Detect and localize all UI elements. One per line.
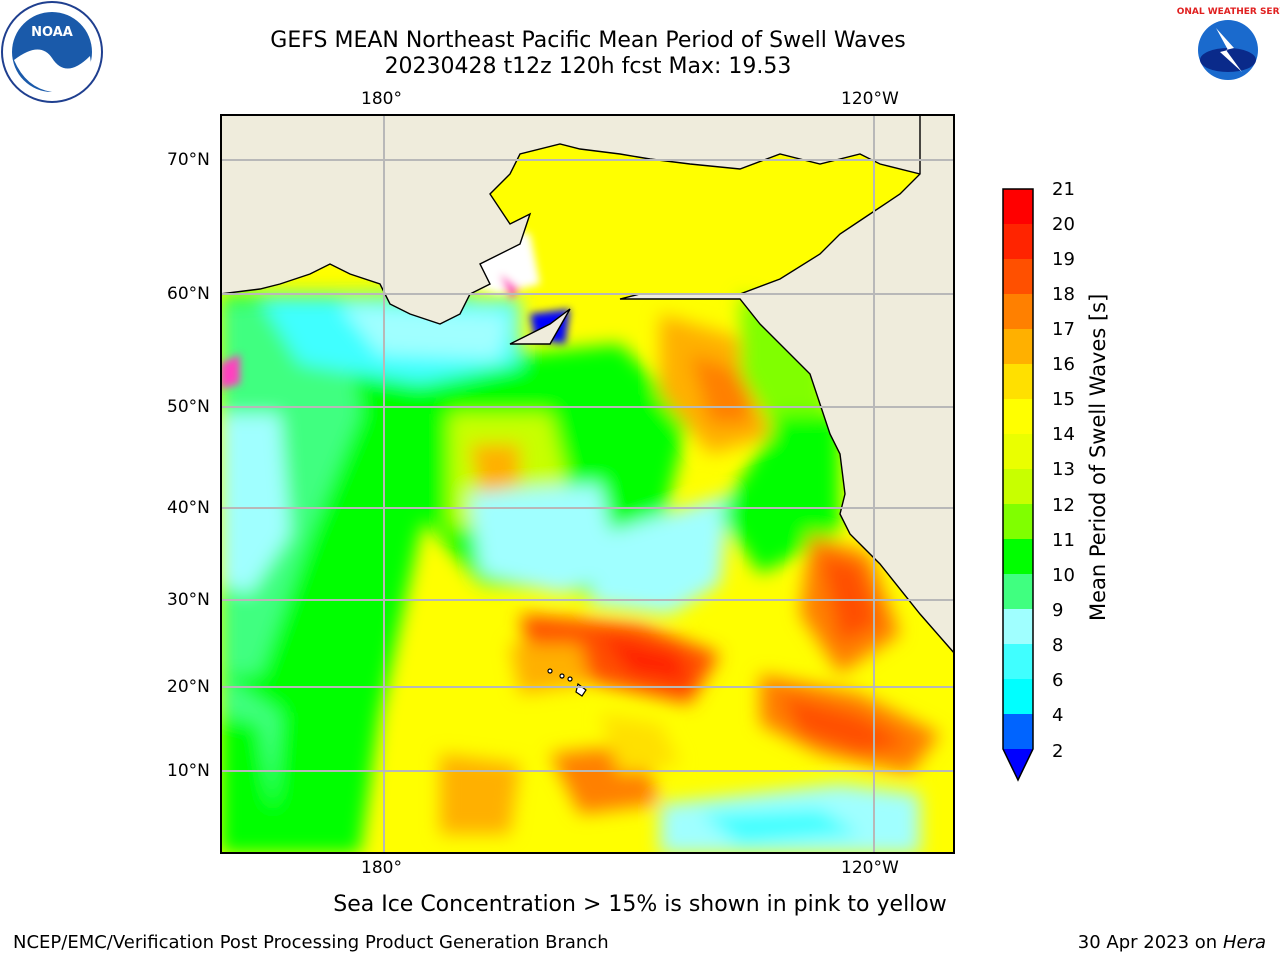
- machine-name: Hera: [1222, 932, 1266, 953]
- colorbar-tick: 4: [1052, 705, 1064, 726]
- lon-label-bottom-180: 180°: [361, 858, 402, 878]
- map-title: GEFS MEAN Northeast Pacific Mean Period …: [270, 28, 906, 53]
- swell-period-map: [220, 114, 955, 854]
- colorbar-tick: 18: [1052, 284, 1075, 305]
- sea-ice-note: Sea Ice Concentration > 15% is shown in …: [333, 892, 947, 917]
- graticule: [220, 114, 955, 854]
- lat-label-20n: 20°N: [167, 677, 210, 697]
- date-text: 30 Apr 2023 on: [1077, 932, 1223, 953]
- lat-label-40n: 40°N: [167, 498, 210, 518]
- swell-field-patches: [220, 294, 940, 854]
- lon-label-top-180: 180°: [361, 89, 402, 109]
- colorbar-tick: 12: [1052, 495, 1075, 516]
- colorbar-tick: 17: [1052, 319, 1075, 340]
- svg-text:NATIONAL WEATHER SERVICE: NATIONAL WEATHER SERVICE: [1176, 7, 1280, 17]
- land-masses: [220, 114, 955, 656]
- colorbar-tick: 6: [1052, 670, 1064, 691]
- colorbar-tick: 11: [1052, 530, 1075, 551]
- lat-label-30n: 30°N: [167, 590, 210, 610]
- colorbar: [1000, 186, 1040, 782]
- svg-text:NOAA: NOAA: [31, 25, 73, 40]
- noaa-logo: NOAA: [0, 0, 104, 104]
- colorbar-tick: 15: [1052, 389, 1075, 410]
- lon-label-top-120w: 120°W: [841, 89, 899, 109]
- colorbar-tick: 21: [1052, 179, 1075, 200]
- date-stamp: 30 Apr 2023 on Hera: [1078, 932, 1266, 954]
- colorbar-tick: 13: [1052, 459, 1075, 480]
- lat-label-10n: 10°N: [167, 761, 210, 781]
- lon-label-bottom-120w: 120°W: [841, 858, 899, 878]
- colorbar-tick: 20: [1052, 214, 1075, 235]
- colorbar-tick: 19: [1052, 249, 1075, 270]
- lat-label-60n: 60°N: [167, 284, 210, 304]
- map-subtitle: 20230428 t12z 120h fcst Max: 19.53: [384, 54, 792, 79]
- lat-label-50n: 50°N: [167, 397, 210, 417]
- colorbar-tick: 10: [1052, 565, 1075, 586]
- colorbar-label: Mean Period of Swell Waves [s]: [1086, 293, 1110, 621]
- colorbar-tick: 16: [1052, 354, 1075, 375]
- nws-logo: NATIONAL WEATHER SERVICE: [1153, 0, 1280, 100]
- lat-label-70n: 70°N: [167, 150, 210, 170]
- colorbar-tick: 9: [1052, 600, 1064, 621]
- colorbar-tick: 8: [1052, 635, 1064, 656]
- credit-line: NCEP/EMC/Verification Post Processing Pr…: [13, 932, 609, 953]
- colorbar-tick: 14: [1052, 424, 1075, 445]
- colorbar-tick: 2: [1052, 741, 1064, 762]
- map-frame: [220, 114, 955, 854]
